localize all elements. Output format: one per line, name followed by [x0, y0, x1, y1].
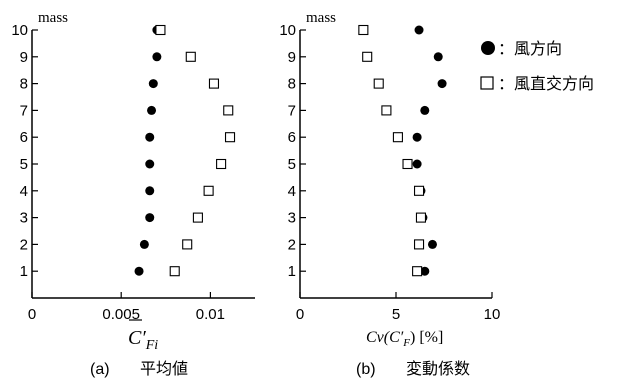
panel-a: mass C′Fi (a) 平均値 1 2 3 4 5 6 7 8 9 10 0 0.005 0.01 — [11, 10, 255, 378]
panel-a-point-along-wind — [134, 266, 144, 276]
panel-a-y-tick-label: 9 — [20, 49, 28, 66]
panel-a-point-across-wind — [182, 239, 193, 250]
panel-b-point-along-wind — [427, 239, 437, 249]
panel-a-x-tick-label: 0 — [28, 306, 36, 323]
panel-a-y-tick-label: 4 — [20, 183, 28, 200]
panel-b-xlabel: Cv(C′F) [%] — [366, 329, 443, 349]
panel-a-y-tick-label: 5 — [20, 156, 28, 173]
panel-a-y-tick-label: 3 — [20, 210, 28, 227]
panel-b-y-tick-label: 9 — [288, 49, 296, 66]
panel-b-point-across-wind — [413, 239, 425, 250]
panel-b: mass Cv(C′F) [%] (b) 変動係数 1 2 3 4 5 6 7 8 9 10 0 5 1… — [279, 10, 500, 378]
panel-a-ylabel: mass — [38, 10, 68, 26]
panel-b-point-along-wind — [433, 52, 443, 62]
panel-b-y-tick-label: 8 — [288, 76, 296, 93]
panel-a-point-along-wind — [152, 52, 162, 62]
panel-b-x-tick-label: 10 — [484, 306, 501, 323]
panel-a-point-along-wind — [139, 239, 149, 249]
legend-marker-across-wind — [480, 76, 494, 90]
panel-b-point-along-wind — [412, 132, 422, 142]
legend: ：風方向 ：風直交方向 — [480, 40, 594, 93]
legend-label-along-wind: ：風方向 — [498, 40, 562, 58]
panel-b-point-across-wind — [381, 105, 392, 116]
panel-a-x-tick-label: 0.01 — [196, 306, 225, 323]
panel-b-point-across-wind — [412, 266, 423, 277]
panel-a-point-along-wind — [147, 105, 157, 115]
panel-b-y-tick-label: 1 — [288, 263, 296, 280]
panel-a-y-tick-label: 7 — [20, 102, 28, 119]
panel-a-y-tick-label: 10 — [11, 22, 28, 39]
panel-a-point-along-wind — [145, 186, 155, 196]
panel-b-point-across-wind — [358, 24, 369, 36]
panel-a-point-across-wind — [155, 24, 166, 36]
panel-a-xlabel: C′Fi — [128, 327, 158, 353]
panel-b-point-across-wind — [362, 51, 373, 62]
panel-b-y-tick-label: 6 — [288, 129, 296, 146]
panel-b-caption: 変動係数 — [406, 360, 470, 378]
panel-a-panel-label: (a) — [90, 361, 110, 378]
panel-a-y-tick-label: 2 — [20, 236, 28, 253]
panel-b-y-tick-label: 3 — [288, 210, 296, 227]
panel-a-point-across-wind — [223, 105, 234, 116]
panel-b-point-across-wind — [402, 158, 413, 170]
panel-a-point-along-wind — [145, 213, 155, 223]
panel-a-point-across-wind — [169, 266, 180, 277]
panel-a-point-across-wind — [203, 185, 214, 196]
panel-b-y-tick-label: 4 — [288, 183, 296, 200]
panel-b-y-tick-label: 5 — [288, 156, 296, 173]
panel-a-point-across-wind — [185, 51, 196, 62]
panel-a-point-along-wind — [145, 132, 155, 142]
panel-b-point-across-wind — [413, 185, 425, 196]
panel-b-y-tick-label: 10 — [279, 22, 296, 39]
legend-label-across-wind: ：風直交方向 — [498, 75, 594, 93]
panel-a-point-across-wind — [192, 212, 203, 223]
panel-a-y-tick-label: 1 — [20, 263, 28, 280]
panel-b-point-along-wind — [420, 105, 430, 115]
panel-a-x-tick-label: 0.005 — [102, 306, 140, 323]
panel-b-point-along-wind — [412, 159, 422, 169]
panel-a-y-tick-label: 6 — [20, 129, 28, 146]
panel-b-point-across-wind — [373, 78, 384, 89]
panel-b-x-tick-label: 0 — [296, 306, 304, 323]
panel-b-point-across-wind — [415, 212, 427, 223]
panel-b-point-across-wind — [392, 132, 403, 143]
panel-b-panel-label: (b) — [356, 361, 376, 378]
panel-a-y-tick-label: 8 — [20, 76, 28, 93]
panel-a-point-across-wind — [208, 78, 220, 89]
panel-b-point-along-wind — [420, 266, 430, 276]
panel-a-point-across-wind — [216, 158, 227, 170]
panel-b-point-along-wind — [437, 79, 447, 89]
panel-b-ylabel: mass — [306, 10, 336, 26]
panel-b-x-tick-label: 5 — [392, 306, 400, 323]
panel-b-y-tick-label: 2 — [288, 236, 296, 253]
panel-a-point-across-wind — [224, 132, 236, 143]
panel-b-y-tick-label: 7 — [288, 102, 296, 119]
panel-b-point-along-wind — [414, 25, 424, 35]
panel-a-caption: 平均値 — [140, 360, 188, 378]
panel-a-point-along-wind — [148, 79, 158, 89]
legend-marker-along-wind — [481, 41, 495, 55]
panel-a-point-along-wind — [145, 159, 155, 169]
